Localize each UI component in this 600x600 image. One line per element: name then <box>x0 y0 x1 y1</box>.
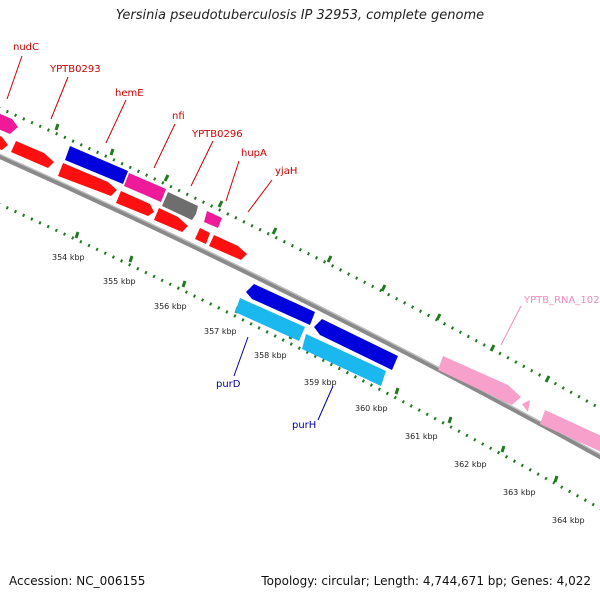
accession-text: Accession: NC_006155 <box>9 574 146 588</box>
gene-red-7[interactable] <box>209 235 247 260</box>
label-YPTB_RNA_102[interactable]: YPTB_RNA_102 <box>523 295 599 306</box>
gene-row-reverse <box>235 284 398 386</box>
scale-label: 357 kbp <box>204 327 237 336</box>
gene-row-top <box>0 112 222 228</box>
gene-row-red <box>0 134 247 260</box>
outer-dotted-ring <box>0 106 600 411</box>
gene-red-1[interactable] <box>0 134 8 150</box>
scale-label: 356 kbp <box>154 302 187 311</box>
scale-labels: 354 kbp 355 kbp 356 kbp 357 kbp 358 kbp … <box>52 253 585 525</box>
gene-hupA[interactable] <box>204 211 222 228</box>
label-YPTB0296[interactable]: YPTB0296 <box>191 129 243 140</box>
gene-YPTB_RNA_102[interactable] <box>438 356 521 405</box>
label-nudC[interactable]: nudC <box>13 42 39 53</box>
gene-red-4[interactable] <box>116 191 154 216</box>
scale-label: 362 kbp <box>454 460 487 469</box>
label-nfi[interactable]: nfi <box>172 111 185 122</box>
gene-red-6[interactable] <box>195 228 210 244</box>
label-purD[interactable]: purD <box>216 379 241 390</box>
scale-label: 358 kbp <box>254 351 287 360</box>
label-leaders <box>6 55 522 421</box>
label-YPTB0293[interactable]: YPTB0293 <box>49 64 101 75</box>
gene-nudC[interactable] <box>0 112 18 134</box>
gene-blue-1[interactable] <box>246 284 315 325</box>
gene-rna-small[interactable] <box>522 400 530 412</box>
gene-nfi[interactable] <box>124 173 166 202</box>
scale-label: 359 kbp <box>304 378 337 387</box>
gene-purD[interactable] <box>235 298 305 341</box>
gene-rna-2[interactable] <box>540 410 600 456</box>
label-purH[interactable]: purH <box>292 420 316 431</box>
gene-red-3[interactable] <box>58 163 117 196</box>
gene-red-5[interactable] <box>154 208 188 232</box>
scale-label: 354 kbp <box>52 253 85 262</box>
inner-major-ticks <box>74 231 559 483</box>
gene-red-2[interactable] <box>11 141 54 168</box>
gene-purH[interactable] <box>302 334 386 386</box>
label-hupA[interactable]: hupA <box>241 148 267 159</box>
label-hemE[interactable]: hemE <box>115 88 144 99</box>
gene-labels: nudC YPTB0293 hemE nfi YPTB0296 hupA yja… <box>13 42 599 431</box>
gene-hemE[interactable] <box>65 146 128 184</box>
genome-backbone <box>0 153 600 460</box>
scale-label: 360 kbp <box>355 404 388 413</box>
inner-dotted-ring <box>0 202 600 511</box>
gene-row-rna <box>438 356 600 456</box>
genome-backbone-highlight <box>0 153 600 456</box>
genome-title: Yersinia pseudotuberculosis IP 32953, co… <box>115 8 485 23</box>
scale-label: 355 kbp <box>103 277 136 286</box>
scale-label: 361 kbp <box>405 432 438 441</box>
label-yjaH[interactable]: yjaH <box>275 166 297 177</box>
genome-summary-text: Topology: circular; Length: 4,744,671 bp… <box>261 574 591 588</box>
outer-major-ticks <box>54 123 551 383</box>
gene-YPTB0296[interactable] <box>162 192 198 220</box>
gene-blue-2[interactable] <box>314 319 398 370</box>
scale-label: 363 kbp <box>503 488 536 497</box>
scale-label: 364 kbp <box>552 516 585 525</box>
